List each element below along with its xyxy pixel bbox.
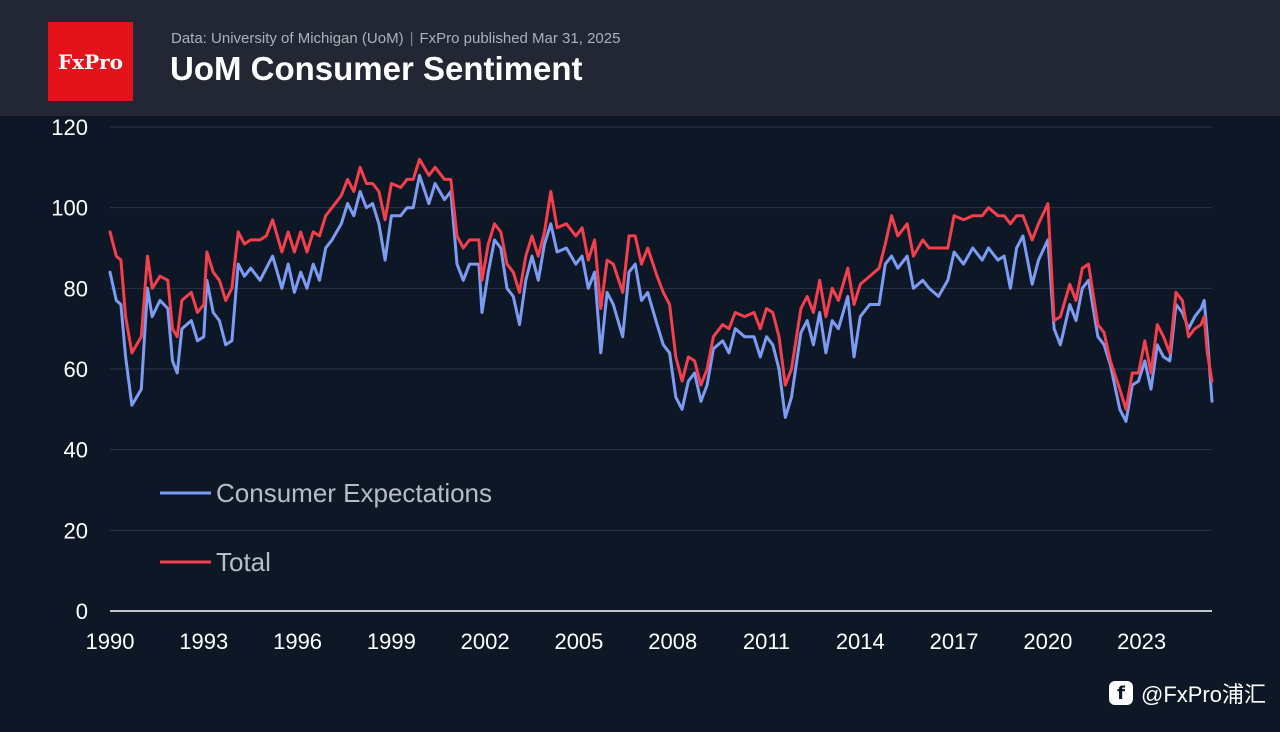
y-tick-label: 20 [64, 518, 88, 543]
legend-label: Consumer Expectations [216, 478, 492, 508]
watermark-text: @FxPro浦汇 [1140, 682, 1266, 707]
legend-label: Total [216, 547, 271, 577]
chart-subtitle: Data: University of Michigan (UoM) | FxPro… [171, 30, 620, 47]
fxpro-logo: FxPro [48, 22, 133, 101]
chart-title: UoM Consumer Sentiment [170, 50, 583, 87]
x-tick-label: 2023 [1117, 629, 1166, 654]
x-tick-label: 1993 [179, 629, 228, 654]
series-line-total [108, 157, 1214, 411]
watermark: f @FxPro浦汇 [1108, 677, 1266, 709]
series-lines [108, 157, 1214, 423]
x-tick-label: 2002 [461, 629, 510, 654]
x-tick-label: 2011 [743, 629, 790, 654]
y-tick-label: 120 [51, 115, 88, 140]
subtitle-separator: | [409, 30, 414, 47]
x-tick-label: 2020 [1023, 629, 1072, 654]
x-tick-label: 2005 [554, 629, 603, 654]
y-tick-label: 80 [64, 276, 88, 301]
legend: Consumer Expectations Total [160, 478, 492, 577]
x-tick-label: 2008 [648, 629, 697, 654]
x-tick-label: 2017 [930, 629, 979, 654]
y-tick-label: 0 [76, 599, 88, 624]
y-tick-label: 40 [64, 438, 88, 463]
chart-header: FxPro Data: University of Michigan (UoM)… [0, 0, 1280, 116]
y-tick-label: 100 [51, 196, 88, 221]
source-text: Data: University of Michigan (UoM) [171, 30, 404, 47]
y-tick-label: 60 [64, 357, 88, 382]
x-tick-label: 1990 [86, 629, 135, 654]
published-text: FxPro published Mar 31, 2025 [419, 30, 621, 47]
grid-lines [110, 126, 1212, 531]
x-tick-label: 1996 [273, 629, 322, 654]
facebook-icon: f [1108, 681, 1133, 705]
axes: 0 20 40 60 80 100 120 1990 1993 1996 1999 2002 2005 2… [51, 115, 1212, 654]
x-tick-label: 1999 [367, 629, 416, 654]
series-line-consumer-expectations [108, 173, 1214, 423]
x-tick-label: 2014 [836, 629, 885, 654]
